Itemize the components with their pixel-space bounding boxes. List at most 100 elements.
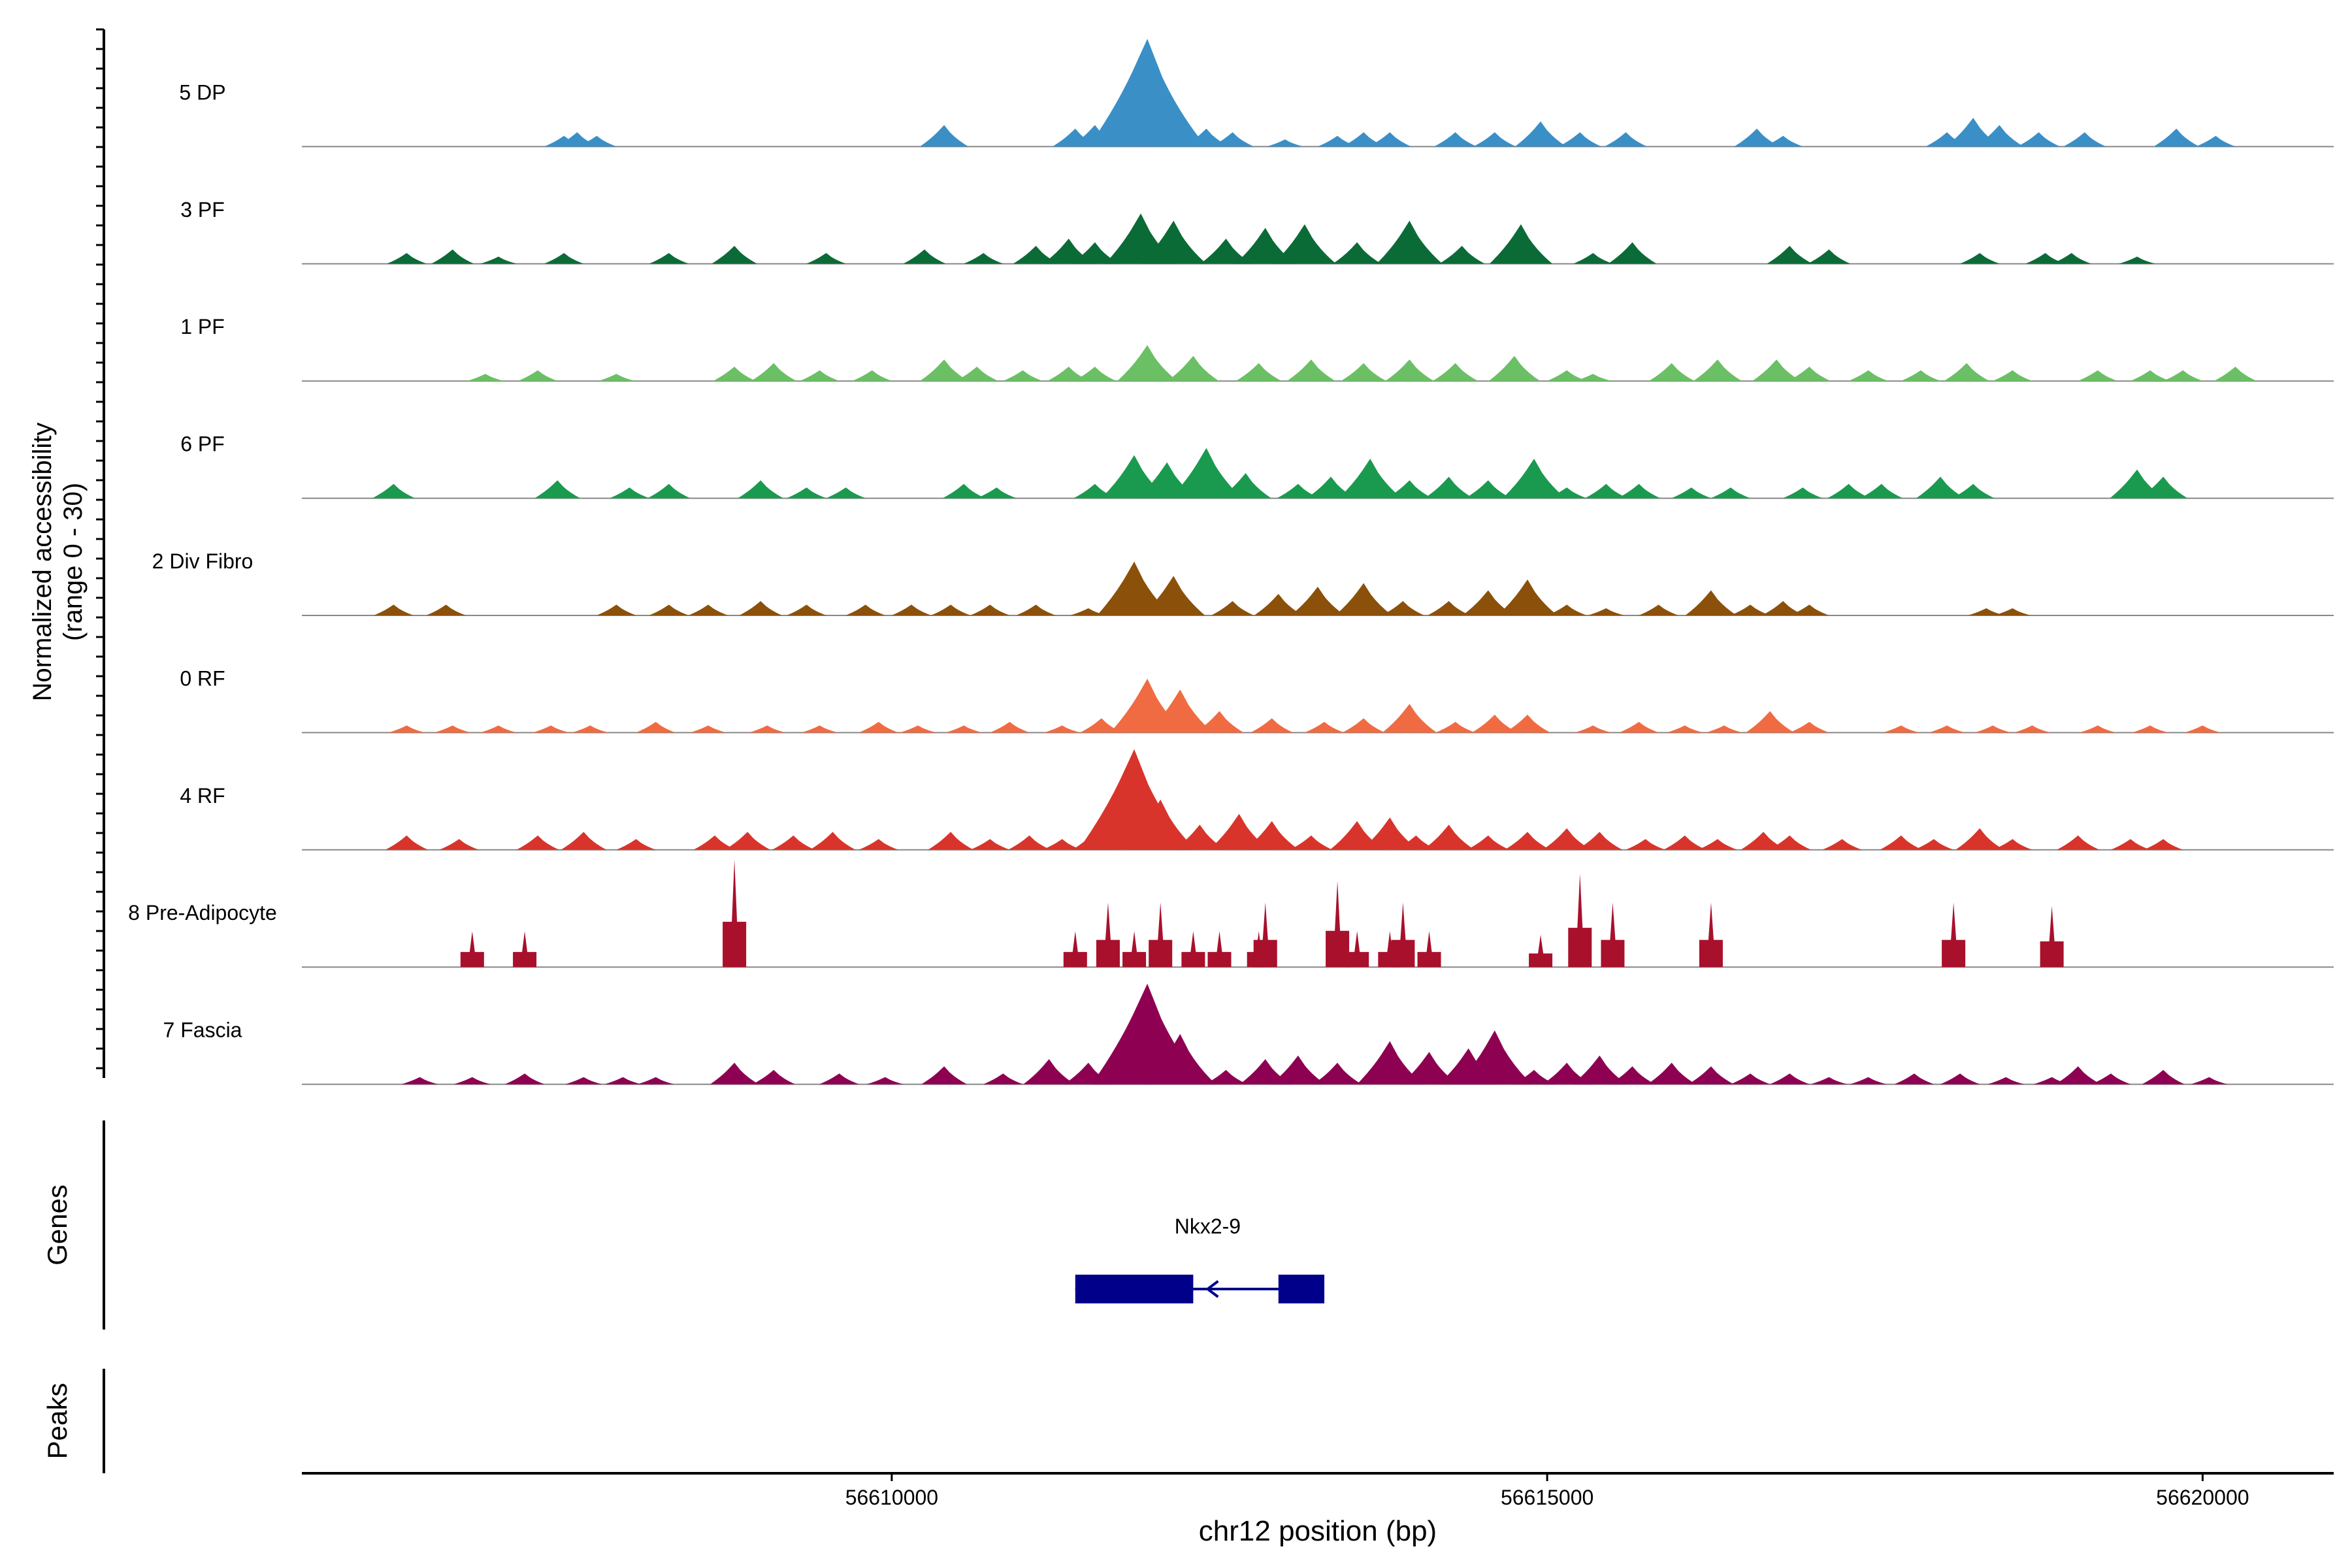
coverage-peak xyxy=(1209,813,1269,850)
coverage-peak xyxy=(1952,483,1995,498)
coverage-peak xyxy=(1574,374,1612,382)
coverage-peak xyxy=(610,487,650,498)
coverage-peak xyxy=(1144,1034,1217,1085)
gene-name: Nkx2-9 xyxy=(1175,1215,1241,1238)
coverage-peak xyxy=(1467,835,1510,850)
coverage-y-axis xyxy=(96,28,105,1078)
coverage-peak xyxy=(1097,561,1172,615)
coverage-peak xyxy=(1618,721,1659,733)
coverage-peak xyxy=(1928,725,1966,733)
coverage-peak xyxy=(1942,902,1966,968)
coverage-peak xyxy=(1266,139,1304,147)
coverage-peak xyxy=(866,1077,904,1085)
coverage-peak xyxy=(517,370,558,382)
coverage-peak xyxy=(1782,487,1823,498)
coverage-peak xyxy=(1546,487,1587,498)
coverage-peak xyxy=(1827,483,1870,498)
coverage-peak xyxy=(1880,835,1923,850)
coverage-peak xyxy=(1391,902,1415,968)
coverage-peak xyxy=(1505,832,1551,850)
coverage-peak xyxy=(1457,1030,1532,1085)
coverage-peak xyxy=(2118,256,2156,264)
coverage-peak xyxy=(772,835,815,850)
coverage-peak xyxy=(919,125,969,147)
coverage-peak xyxy=(1023,1059,1075,1085)
coverage-peak xyxy=(426,604,466,615)
coverage-peak xyxy=(1435,721,1476,733)
coverage-peak xyxy=(1821,839,1863,850)
coverage-peak xyxy=(513,931,537,968)
coverage-peak xyxy=(1788,367,1831,382)
coverage-peak xyxy=(1016,604,1056,615)
coverage-peak xyxy=(1746,711,1795,733)
coverage-peak xyxy=(2056,835,2100,850)
coverage-peak xyxy=(1211,601,1254,615)
track-label: 5 DP xyxy=(179,80,225,104)
coverage-peak xyxy=(1002,370,1043,382)
coverage-peak xyxy=(1235,363,1282,382)
coverage-peak xyxy=(439,839,480,850)
coverage-peak xyxy=(1170,448,1243,498)
coverage-peak xyxy=(2131,725,2169,733)
coverage-peak xyxy=(1688,1066,1734,1085)
coverage-peak xyxy=(1572,1055,1627,1085)
coverage-peak xyxy=(2190,1077,2228,1085)
coverage-peak xyxy=(604,1077,642,1085)
coverage-peak xyxy=(1761,601,1805,615)
coverage-peak xyxy=(2142,1070,2185,1085)
coverage-peak xyxy=(1142,576,1205,615)
coverage-peak xyxy=(1699,902,1723,968)
coverage-peak xyxy=(2078,370,2118,382)
coverage-peak xyxy=(2014,725,2051,733)
coverage-peak xyxy=(386,253,427,264)
coverage-peak xyxy=(1385,359,1434,382)
coverage-peak xyxy=(1994,608,2031,615)
track-4-rf: 4 RF xyxy=(180,749,2334,851)
coverage-peak xyxy=(1465,480,1511,498)
coverage-peak xyxy=(480,256,517,264)
coverage-peak xyxy=(809,832,856,850)
coverage-peak xyxy=(710,1062,759,1085)
coverage-peak xyxy=(1381,601,1425,615)
coverage-peak xyxy=(1663,835,1707,850)
coverage-peak xyxy=(1471,714,1518,733)
coverage-peak xyxy=(2130,370,2170,382)
coverage-peak xyxy=(942,483,986,498)
coverage-peak xyxy=(1601,902,1625,968)
coverage-peak xyxy=(1417,931,1441,968)
coverage-peak xyxy=(576,135,617,147)
coverage-peak xyxy=(1235,227,1296,264)
coverage-peak xyxy=(1096,902,1120,968)
coverage-peak xyxy=(1648,363,1695,382)
coverage-peak xyxy=(2110,839,2151,850)
coverage-peak xyxy=(1608,242,1657,264)
coverage-peak xyxy=(1763,135,1803,147)
coverage-peak xyxy=(1070,242,1120,264)
coverage-peak xyxy=(1768,835,1812,850)
coverage-peak xyxy=(1147,689,1213,733)
coverage-peak xyxy=(1063,931,1087,968)
coverage-peak xyxy=(1710,487,1751,498)
coverage-peak xyxy=(2051,253,2092,264)
coverage-peak xyxy=(1149,902,1173,968)
coverage-peak xyxy=(1647,1062,1696,1085)
coverage-peak xyxy=(688,604,728,615)
coverage-peak xyxy=(1271,1055,1326,1085)
coverage-peak xyxy=(1013,246,1059,264)
coverage-peak xyxy=(1588,608,1625,615)
coverage-peak xyxy=(1850,1077,1887,1085)
coverage-peak xyxy=(1546,370,1587,382)
coverage-peak xyxy=(1546,604,1587,615)
coverage-peak xyxy=(1882,725,1920,733)
gene-nkx2-9: Nkx2-9 xyxy=(1075,1215,1325,1303)
coverage-peak xyxy=(637,1077,675,1085)
coverage-peak xyxy=(1377,220,1443,264)
coverage-peak xyxy=(1944,363,1990,382)
coverage-peak xyxy=(1789,604,1830,615)
coverage-peak xyxy=(1529,934,1553,968)
coverage-peak xyxy=(372,483,416,498)
coverage-peak xyxy=(1502,459,1566,498)
coverage-y-axis-ticks xyxy=(96,28,104,1070)
x-tick-label: 56615000 xyxy=(1501,1486,1593,1509)
coverage-peak xyxy=(826,487,866,498)
